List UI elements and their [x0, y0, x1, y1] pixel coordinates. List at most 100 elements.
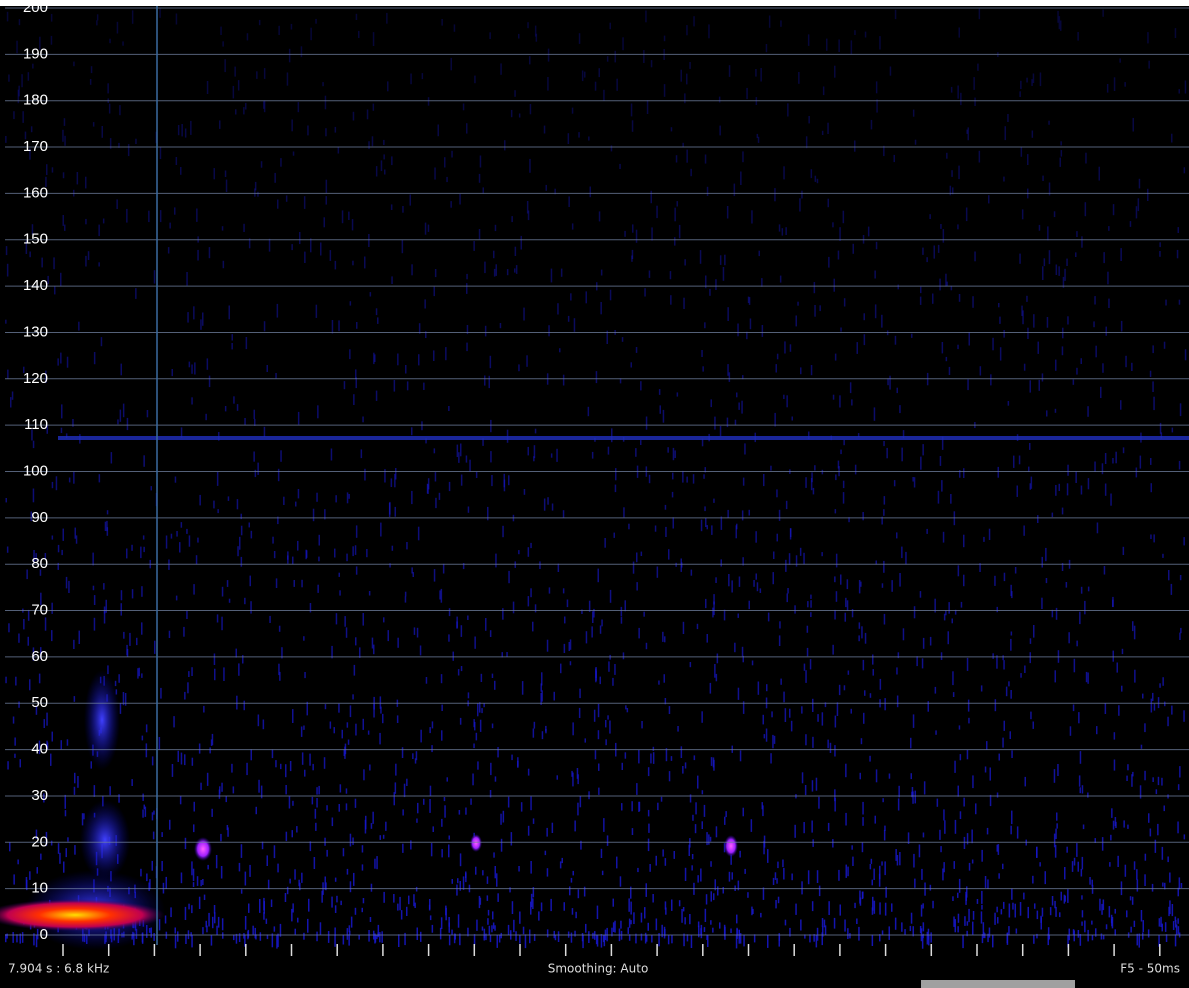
noise-speck: [532, 728, 535, 738]
noise-speck: [238, 862, 241, 872]
noise-speck: [186, 528, 188, 534]
noise-speck: [728, 574, 730, 587]
noise-speck: [65, 576, 68, 589]
noise-speck: [954, 609, 957, 615]
noise-speck: [313, 857, 316, 869]
noise-speck: [1157, 776, 1160, 786]
noise-speck: [597, 730, 600, 740]
noise-speck: [862, 817, 864, 826]
noise-speck: [1091, 879, 1093, 887]
noise-speck: [1016, 485, 1018, 497]
noise-speck: [1053, 211, 1056, 218]
noise-speck: [384, 169, 386, 175]
y-tick-label: 90: [31, 509, 48, 526]
noise-speck: [1131, 774, 1133, 787]
noise-speck: [765, 728, 768, 742]
noise-speck: [236, 695, 238, 710]
noise-speck: [273, 551, 276, 559]
noise-speck: [862, 801, 864, 815]
noise-speck: [477, 703, 479, 717]
noise-speck: [881, 861, 883, 866]
noise-speck: [220, 833, 222, 842]
noise-speck: [1041, 373, 1044, 382]
noise-speck: [789, 708, 791, 718]
noise-speck: [984, 876, 987, 888]
noise-speck: [317, 405, 319, 419]
noise-speck: [742, 477, 745, 486]
noise-speck: [989, 767, 991, 781]
noise-speck: [1046, 410, 1048, 417]
noise-speck: [499, 323, 502, 329]
noise-speck: [1056, 812, 1058, 821]
noise-speck: [1046, 317, 1049, 328]
noise-speck: [51, 630, 53, 642]
noise-speck: [346, 722, 349, 728]
noise-speck: [635, 448, 637, 457]
noise-speck: [748, 297, 751, 305]
noise-speck: [520, 235, 522, 250]
noise-speck: [85, 176, 87, 189]
noise-speck: [741, 646, 744, 657]
noise-speck: [1002, 737, 1004, 748]
noise-speck: [103, 583, 105, 590]
noise-speck: [840, 327, 842, 332]
noise-speck: [649, 864, 651, 872]
noise-speck: [206, 925, 208, 933]
noise-speck: [191, 861, 193, 876]
noise-speck: [689, 794, 692, 803]
noise-speck: [142, 809, 144, 818]
noise-speck: [738, 402, 740, 410]
noise-speck: [645, 10, 647, 23]
noise-speck: [196, 208, 198, 222]
noise-speck: [656, 205, 658, 219]
noise-speck: [704, 154, 707, 164]
noise-speck: [779, 275, 782, 283]
noise-speck: [585, 291, 587, 304]
noise-speck: [510, 109, 513, 118]
noise-speck: [476, 919, 478, 931]
noise-speck: [245, 102, 247, 110]
noise-speck: [986, 741, 988, 750]
noise-speck: [563, 902, 565, 911]
noise-speck: [824, 702, 827, 708]
scrollbar[interactable]: [921, 980, 1075, 988]
noise-speck: [635, 933, 637, 944]
noise-speck: [871, 907, 874, 915]
noise-speck: [1174, 934, 1177, 947]
noise-speck: [136, 637, 138, 646]
noise-speck: [349, 301, 352, 306]
noise-speck: [66, 739, 69, 746]
noise-speck: [658, 389, 661, 395]
noise-speck: [287, 555, 289, 560]
noise-speck: [1165, 934, 1168, 942]
noise-speck: [662, 849, 664, 857]
noise-speck: [979, 563, 981, 572]
noise-speck: [131, 544, 133, 551]
y-tick-label: 50: [31, 694, 48, 711]
noise-speck: [1014, 567, 1017, 574]
noise-speck: [368, 141, 370, 149]
noise-speck: [383, 139, 385, 145]
noise-speck: [636, 582, 638, 591]
noise-speck: [491, 673, 494, 678]
noise-speck: [123, 631, 125, 639]
noise-speck: [983, 536, 985, 542]
noise-speck: [805, 136, 808, 149]
noise-speck: [418, 354, 420, 366]
noise-speck: [391, 545, 394, 551]
noise-speck: [66, 356, 69, 368]
noise-speck: [517, 757, 519, 768]
noise-speck: [968, 908, 970, 923]
noise-speck: [1153, 534, 1155, 543]
noise-speck: [103, 610, 106, 624]
noise-speck: [654, 525, 657, 532]
noise-speck: [334, 126, 337, 133]
noise-speck: [534, 428, 537, 434]
noise-speck: [473, 934, 476, 945]
noise-speck: [174, 927, 176, 934]
noise-speck: [950, 86, 953, 93]
noise-speck: [928, 934, 930, 946]
noise-speck: [725, 811, 727, 818]
noise-speck: [1079, 787, 1081, 794]
noise-speck: [800, 919, 802, 931]
